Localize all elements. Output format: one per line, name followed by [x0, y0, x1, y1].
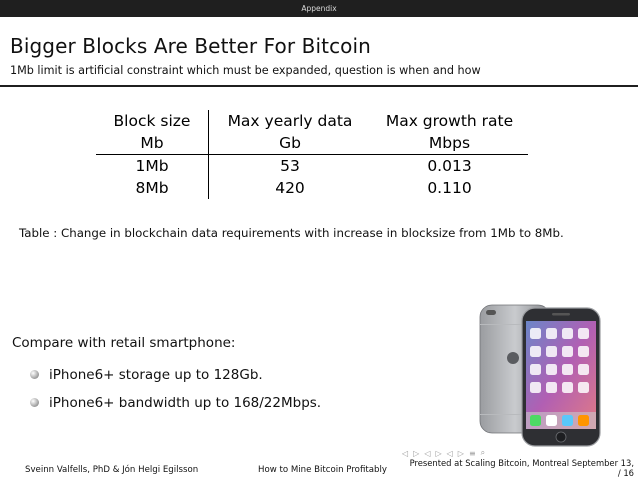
table-cell: 0.013	[427, 157, 472, 175]
footer-bar: Sveinn Valfells, PhD & Jón Helgi Egilsso…	[0, 458, 638, 479]
table-header-row: Block size Max yearly data Max growth ra…	[96, 110, 528, 132]
frame-next-icon[interactable]: ▷	[413, 448, 420, 458]
subsection-prev-icon[interactable]: ◁	[446, 448, 453, 458]
align-icon[interactable]: ≡	[468, 448, 476, 458]
table-unit-cell: Mbps	[371, 132, 528, 155]
header-bar: Appendix	[0, 0, 638, 17]
table-header-cell: Max yearly data	[227, 112, 353, 130]
section-label: Appendix	[301, 4, 337, 13]
footer-authors: Sveinn Valfells, PhD & Jón Helgi Egilsso…	[25, 465, 199, 475]
table-header-cell: Block size	[96, 110, 209, 132]
table-cell: 53	[280, 157, 300, 175]
subsection-next-icon[interactable]: ▷	[457, 448, 464, 458]
footer-venue: Presented at Scaling Bitcoin, Montreal S…	[410, 458, 634, 478]
title-area	[0, 17, 638, 84]
table-row: 1Mb 53 0.013	[96, 154, 528, 177]
table-cell: 1Mb	[96, 154, 209, 177]
compare-list: iPhone6+ storage up to 128Gb. iPhone6+ b…	[30, 361, 321, 417]
table-unit-row: Mb Gb Mbps	[96, 132, 528, 155]
footer-page-number: / 16	[617, 468, 634, 478]
section-prev-icon[interactable]: ◁	[424, 448, 431, 458]
list-item-text: iPhone6+ bandwidth up to 168/22Mbps.	[49, 395, 322, 411]
beamer-navigation: ◁ ▷ ◁ ▷ ◁ ▷ ≡ ⌕	[402, 446, 638, 460]
table-header-cell: Max growth rate	[385, 112, 514, 130]
footer-talk-title: How to Mine Bitcoin Profitably	[258, 465, 387, 475]
list-item-text: iPhone6+ storage up to 128Gb.	[49, 367, 263, 383]
footer-venue-line: Presented at Scaling Bitcoin, Montreal S…	[409, 458, 634, 468]
table-cell: 0.110	[427, 179, 472, 197]
table-caption: Table : Change in blockchain data requir…	[19, 226, 564, 240]
table-cell: 8Mb	[96, 177, 209, 199]
frame-prev-icon[interactable]: ◁	[402, 448, 409, 458]
search-icon[interactable]: ⌕	[480, 448, 486, 457]
table-cell: 420	[275, 179, 305, 197]
table-unit-cell: Mb	[96, 132, 209, 155]
bullet-icon	[30, 370, 39, 379]
title-divider	[0, 85, 638, 87]
slide-subtitle: 1Mb limit is artificial constraint which…	[10, 64, 481, 77]
blocksize-table: Block size Max yearly data Max growth ra…	[96, 110, 528, 199]
table-unit-cell: Gb	[208, 132, 371, 155]
section-next-icon[interactable]: ▷	[435, 448, 442, 458]
compare-heading: Compare with retail smartphone:	[12, 335, 236, 351]
table-row: 8Mb 420 0.110	[96, 177, 528, 199]
slide-title: Bigger Blocks Are Better For Bitcoin	[10, 34, 371, 58]
smartphone-image	[479, 304, 601, 447]
bullet-icon	[30, 398, 39, 407]
list-item: iPhone6+ storage up to 128Gb.	[30, 361, 321, 389]
list-item: iPhone6+ bandwidth up to 168/22Mbps.	[30, 389, 321, 417]
